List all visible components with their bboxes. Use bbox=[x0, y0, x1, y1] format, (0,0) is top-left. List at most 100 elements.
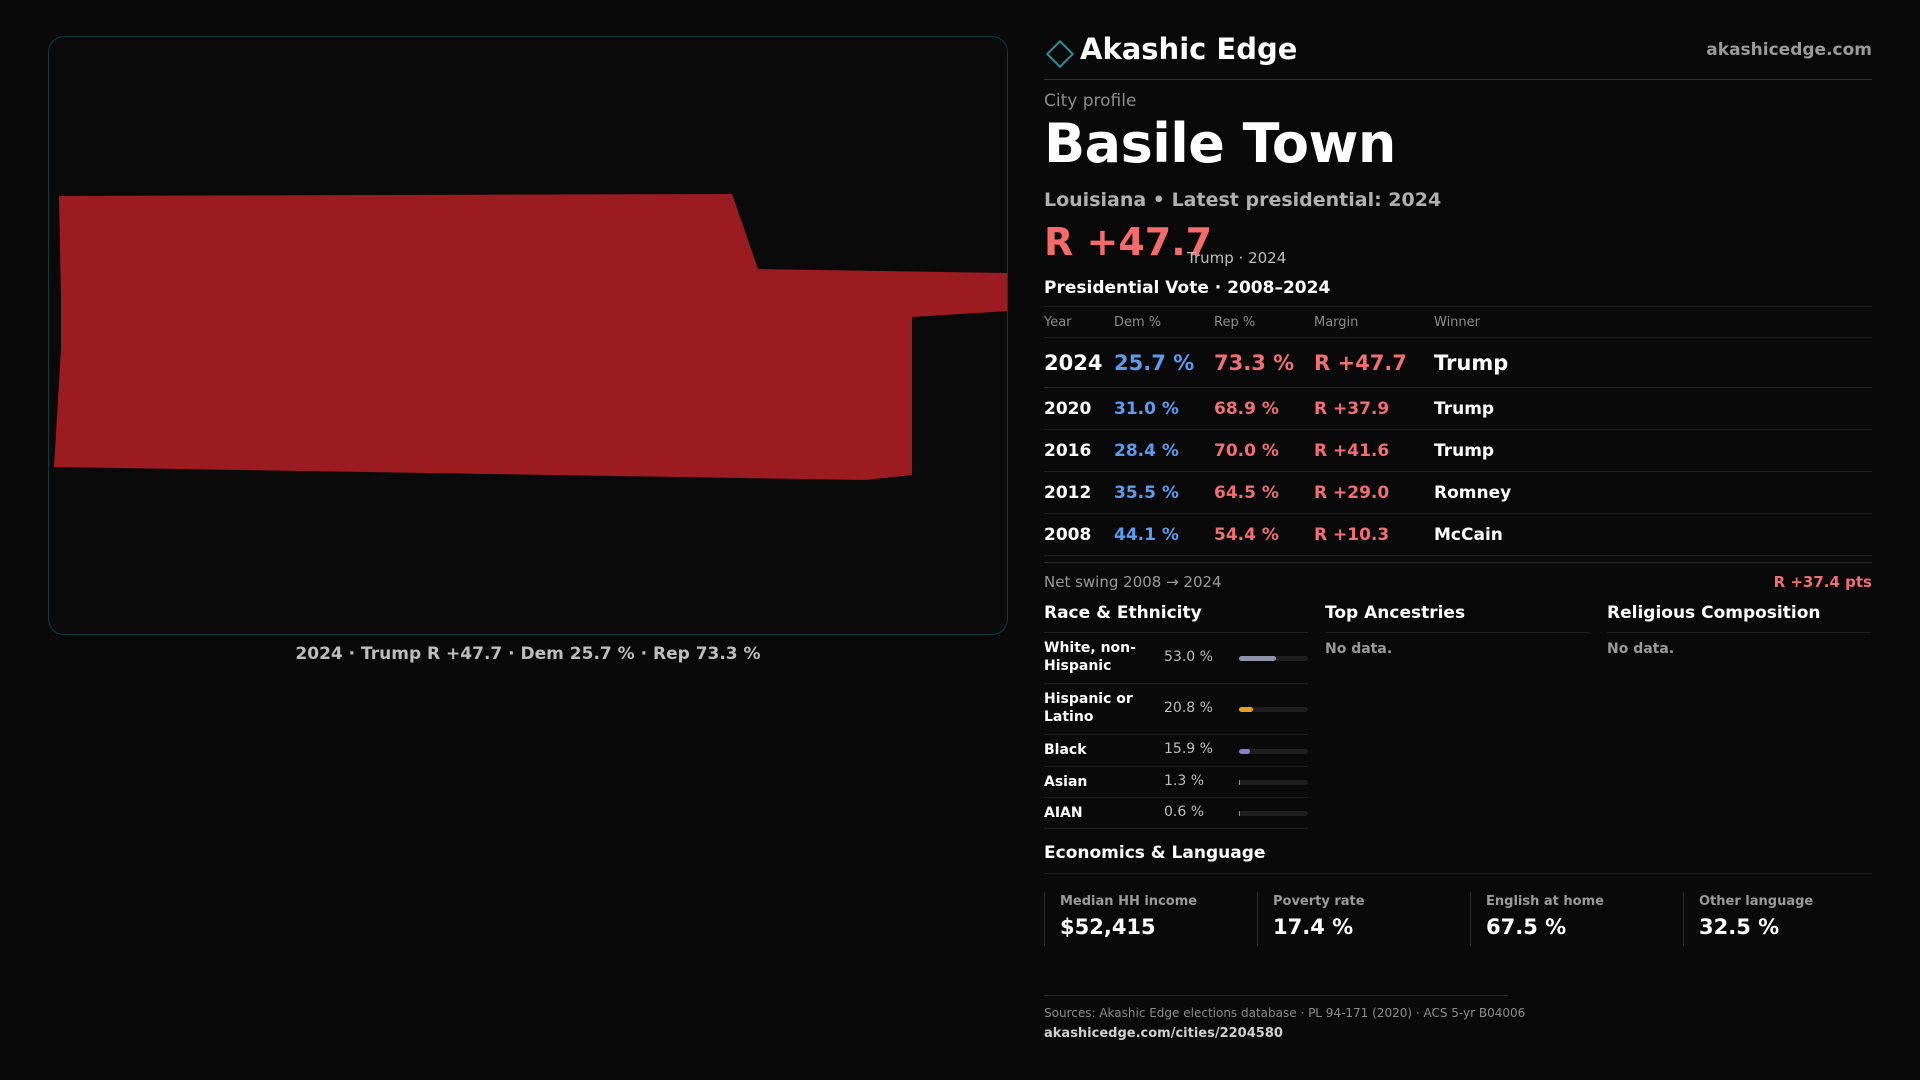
vote-section-title: Presidential Vote · 2008–2024 bbox=[1044, 278, 1331, 298]
headline-margin: R +47.7 bbox=[1044, 220, 1213, 264]
footer-sources: Sources: Akashic Edge elections database… bbox=[1044, 1006, 1526, 1020]
religion-empty: No data. bbox=[1607, 641, 1675, 657]
page-eyebrow: City profile bbox=[1044, 91, 1137, 111]
footer-url-link[interactable]: akashicedge.com/cities/2204580 bbox=[1044, 1026, 1283, 1041]
header-rep: Rep % bbox=[1214, 315, 1256, 330]
header-year: Year bbox=[1044, 315, 1072, 330]
stat-label: Other language bbox=[1699, 894, 1814, 909]
row-year: 2024 bbox=[1044, 351, 1103, 375]
brand-name[interactable]: Akashic Edge bbox=[1080, 32, 1298, 66]
net-swing-label: Net swing 2008 → 2024 bbox=[1044, 573, 1222, 591]
row-dem: 44.1 % bbox=[1114, 525, 1179, 545]
race-row: White, non-Hispanic 53.0 % bbox=[1044, 633, 1308, 684]
race-bar bbox=[1239, 780, 1308, 785]
race-label: AIAN bbox=[1044, 805, 1083, 821]
net-swing: Net swing 2008 → 2024 R +37.4 pts bbox=[1044, 562, 1872, 592]
brand-url-link[interactable]: akashicedge.com bbox=[1706, 40, 1872, 60]
race-bar bbox=[1239, 811, 1308, 816]
row-margin: R +41.6 bbox=[1314, 441, 1390, 461]
vote-table: Year Dem % Rep % Margin Winner 2024 25.7… bbox=[1044, 306, 1872, 556]
row-rep: 68.9 % bbox=[1214, 399, 1279, 419]
race-bar bbox=[1239, 656, 1308, 661]
race-row: Asian 1.3 % bbox=[1044, 767, 1308, 798]
race-section-title: Race & Ethnicity bbox=[1044, 600, 1308, 633]
race-label: Asian bbox=[1044, 774, 1088, 790]
race-bar bbox=[1239, 707, 1308, 712]
table-row: 2012 35.5 % 64.5 % R +29.0 Romney bbox=[1044, 472, 1872, 514]
row-winner: Trump bbox=[1434, 441, 1495, 461]
city-boundary-map bbox=[54, 194, 1008, 480]
race-section: Race & Ethnicity White, non-Hispanic 53.… bbox=[1044, 600, 1308, 829]
row-year: 2020 bbox=[1044, 399, 1092, 419]
header-winner: Winner bbox=[1434, 315, 1481, 330]
row-winner: McCain bbox=[1434, 525, 1503, 545]
divider bbox=[1044, 995, 1508, 996]
row-winner: Trump bbox=[1434, 399, 1495, 419]
row-year: 2016 bbox=[1044, 441, 1092, 461]
page-subtitle: Louisiana • Latest presidential: 2024 bbox=[1044, 189, 1442, 211]
headline-note: Trump · 2024 bbox=[1187, 249, 1287, 267]
stat-poverty-rate: Poverty rate 17.4 % bbox=[1257, 892, 1469, 946]
page-title: Basile Town bbox=[1044, 112, 1396, 175]
race-pct: 20.8 % bbox=[1164, 700, 1213, 716]
row-dem: 25.7 % bbox=[1114, 351, 1195, 375]
row-dem: 28.4 % bbox=[1114, 441, 1179, 461]
economics-stats: Median HH income $52,415 Poverty rate 17… bbox=[1044, 892, 1872, 946]
row-margin: R +29.0 bbox=[1314, 483, 1390, 503]
race-bar-fill bbox=[1239, 749, 1250, 754]
row-rep: 54.4 % bbox=[1214, 525, 1279, 545]
row-dem: 35.5 % bbox=[1114, 483, 1179, 503]
race-row: Black 15.9 % bbox=[1044, 735, 1308, 767]
row-dem: 31.0 % bbox=[1114, 399, 1179, 419]
race-bar-fill bbox=[1239, 707, 1254, 712]
ancestries-section: Top Ancestries No data. bbox=[1325, 600, 1589, 657]
race-bar-fill bbox=[1239, 811, 1241, 816]
stat-label: English at home bbox=[1486, 894, 1604, 909]
race-row: Hispanic or Latino 20.8 % bbox=[1044, 684, 1308, 735]
race-bar-fill bbox=[1239, 780, 1241, 785]
row-winner: Trump bbox=[1434, 351, 1509, 375]
race-label: Black bbox=[1044, 742, 1087, 758]
row-year: 2012 bbox=[1044, 483, 1092, 503]
row-margin: R +37.9 bbox=[1314, 399, 1390, 419]
ancestries-empty: No data. bbox=[1325, 641, 1393, 657]
brand-header: Akashic Edge akashicedge.com bbox=[1044, 30, 1872, 80]
stat-english-at-home: English at home 67.5 % bbox=[1470, 892, 1682, 946]
city-boundary-shape[interactable] bbox=[54, 194, 1008, 480]
race-pct: 53.0 % bbox=[1164, 649, 1213, 665]
race-label: Hispanic or Latino bbox=[1044, 691, 1133, 725]
divider bbox=[1044, 873, 1872, 874]
stat-other-language: Other language 32.5 % bbox=[1683, 892, 1895, 946]
stat-median-income: Median HH income $52,415 bbox=[1044, 892, 1256, 946]
row-year: 2008 bbox=[1044, 525, 1092, 545]
stat-value: 32.5 % bbox=[1699, 915, 1780, 939]
table-row: 2008 44.1 % 54.4 % R +10.3 McCain bbox=[1044, 514, 1872, 556]
net-swing-value: R +37.4 pts bbox=[1773, 573, 1872, 591]
table-row: 2020 31.0 % 68.9 % R +37.9 Trump bbox=[1044, 388, 1872, 430]
ancestries-section-title: Top Ancestries bbox=[1325, 600, 1589, 633]
stat-label: Median HH income bbox=[1060, 894, 1198, 909]
row-margin: R +47.7 bbox=[1314, 351, 1407, 375]
row-rep: 73.3 % bbox=[1214, 351, 1295, 375]
row-rep: 64.5 % bbox=[1214, 483, 1279, 503]
map-caption: 2024 · Trump R +47.7 · Dem 25.7 % · Rep … bbox=[295, 644, 761, 664]
row-margin: R +10.3 bbox=[1314, 525, 1390, 545]
race-pct: 0.6 % bbox=[1164, 804, 1205, 820]
header-margin: Margin bbox=[1314, 315, 1359, 330]
race-pct: 1.3 % bbox=[1164, 773, 1205, 789]
diamond-icon bbox=[1045, 39, 1075, 69]
race-row: AIAN 0.6 % bbox=[1044, 798, 1308, 829]
race-pct: 15.9 % bbox=[1164, 741, 1213, 757]
vote-table-header: Year Dem % Rep % Margin Winner bbox=[1044, 307, 1872, 338]
religion-section-title: Religious Composition bbox=[1607, 600, 1871, 633]
religion-section: Religious Composition No data. bbox=[1607, 600, 1871, 657]
race-label: White, non-Hispanic bbox=[1044, 640, 1136, 674]
table-row: 2024 25.7 % 73.3 % R +47.7 Trump bbox=[1044, 338, 1872, 388]
city-map[interactable] bbox=[48, 36, 1008, 635]
race-bar-fill bbox=[1239, 656, 1276, 661]
race-bar bbox=[1239, 749, 1308, 754]
row-winner: Romney bbox=[1434, 483, 1512, 503]
row-rep: 70.0 % bbox=[1214, 441, 1279, 461]
stat-value: 17.4 % bbox=[1273, 915, 1354, 939]
table-row: 2016 28.4 % 70.0 % R +41.6 Trump bbox=[1044, 430, 1872, 472]
